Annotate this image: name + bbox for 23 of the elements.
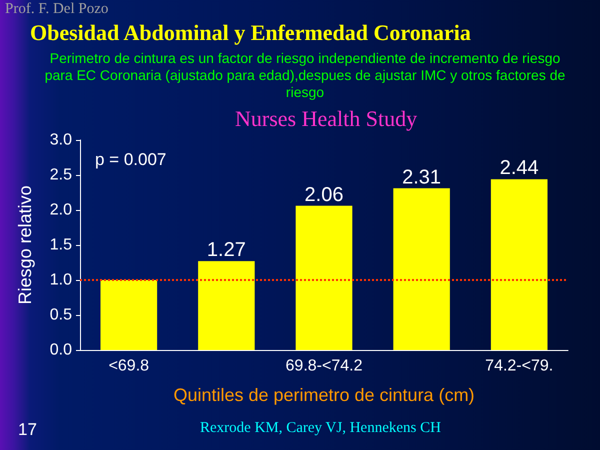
chart-title: Obesidad Abdominal y Enfermedad Coronaria xyxy=(30,20,471,46)
chart-subtitle: Perimetro de cintura es un factor de riesgo independiente de incremento de riesgo para EC Coronaria (ajustado para edad),despues de ajustar IMC y otros factores de riesgo xyxy=(44,50,566,101)
x-axis-title: Quintiles de perimetro de cintura (cm) xyxy=(173,385,475,405)
annotation: p = 0.007 xyxy=(95,150,166,170)
y-tick-label: 2.5 xyxy=(50,166,72,184)
y-tick-label: 0.0 xyxy=(50,342,72,358)
text: Prof. F. Del Pozo xyxy=(5,1,108,18)
text: Nurses Health Study xyxy=(235,106,418,132)
y-tick-label: 1.0 xyxy=(50,272,72,288)
y-tick-label: 0.5 xyxy=(50,306,72,324)
text: Rexrode KM, Carey VJ, Hennekens CH xyxy=(200,420,441,437)
x-tick-label: 74.2-<79. xyxy=(485,358,554,374)
data-label: 2.06 xyxy=(304,184,344,206)
y-tick-label: 3.0 xyxy=(50,132,72,148)
x-tick-label: <69.8 xyxy=(108,358,150,374)
y-axis-title: Riesgo relativo xyxy=(15,185,35,305)
x-tick-label: 69.8-<74.2 xyxy=(286,358,363,374)
y-tick-label: 2.0 xyxy=(50,202,72,218)
y-tick-label: 1.5 xyxy=(50,236,72,254)
data-label: 2.44 xyxy=(500,157,539,180)
text: 17 xyxy=(18,420,37,440)
data-label: 1.27 xyxy=(206,239,246,262)
data-label: 2.31 xyxy=(402,166,442,188)
